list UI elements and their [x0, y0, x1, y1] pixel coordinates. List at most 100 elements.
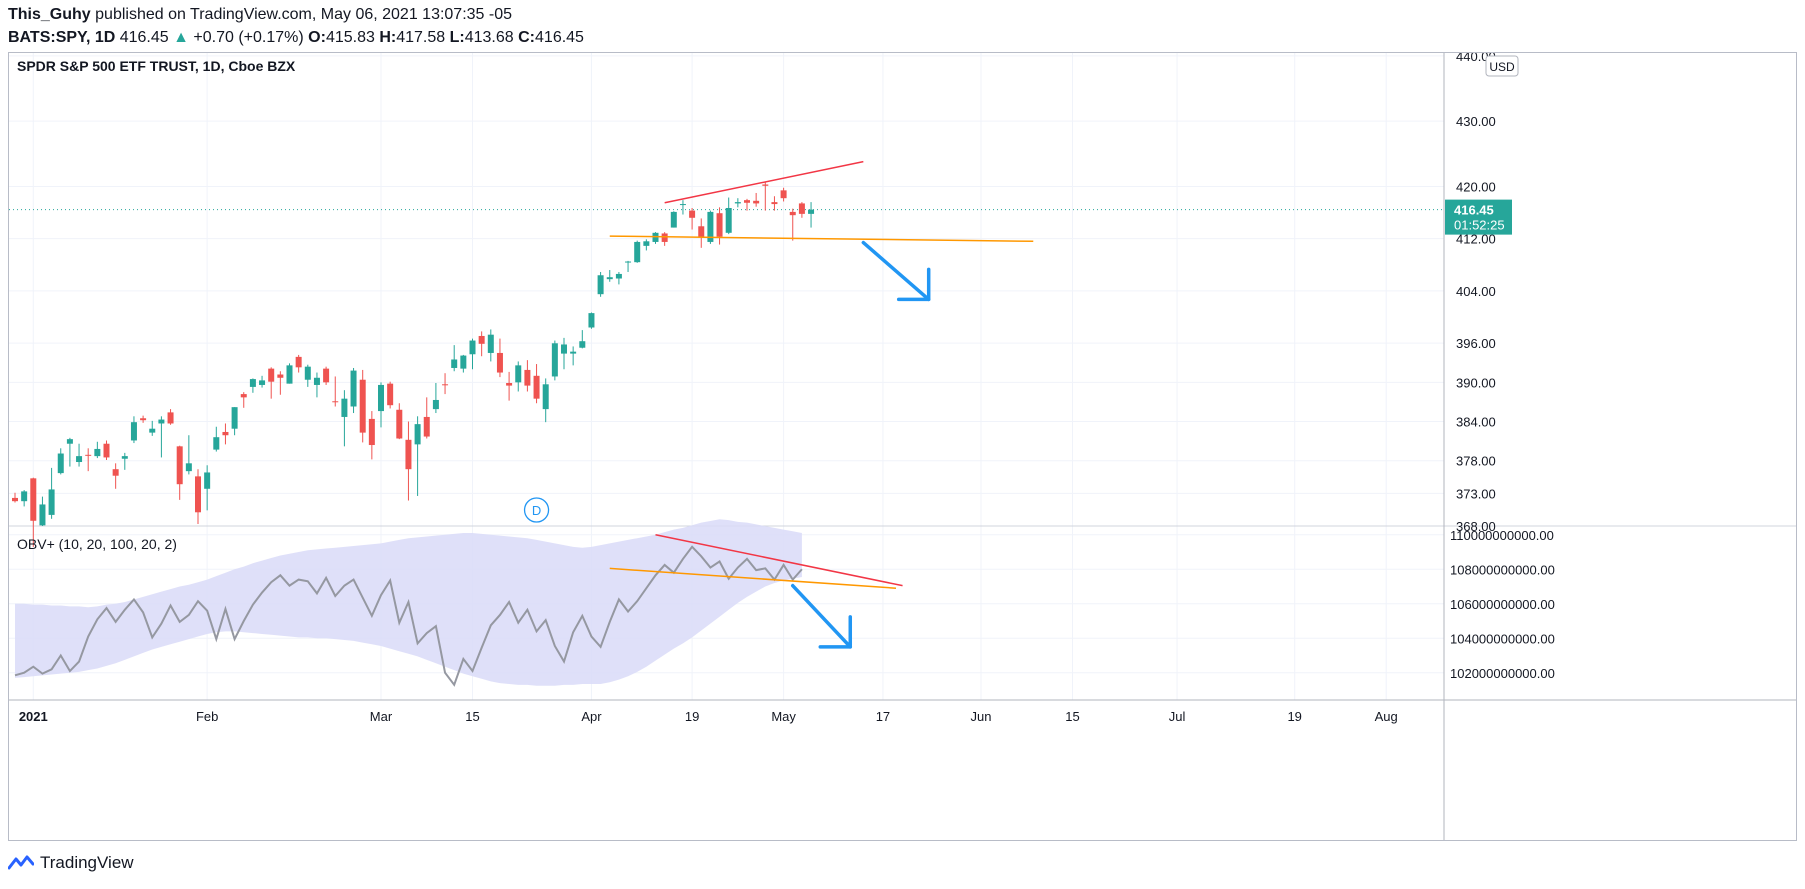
date-tick-label: Apr — [581, 709, 602, 724]
candle-body — [249, 379, 256, 387]
last-price-tag — [1445, 199, 1512, 235]
tradingview-logo-icon[interactable] — [8, 855, 34, 871]
candle-body — [588, 313, 595, 328]
candle-body — [625, 261, 632, 263]
main-series-title: SPDR S&P 500 ETF TRUST, 1D, Cboe BZX — [17, 58, 296, 74]
down-arrow — [861, 240, 931, 302]
candle-body — [506, 382, 513, 386]
candle-body — [542, 384, 549, 410]
candle-body — [39, 504, 46, 526]
low-value: 413.68 — [464, 29, 514, 46]
candle-body — [185, 463, 192, 472]
obv-title: OBV+ (10, 20, 100, 20, 2) — [17, 536, 177, 552]
last-price-tag-value: 416.45 — [1454, 203, 1494, 218]
date-tick-label: Aug — [1375, 709, 1398, 724]
candle-body — [579, 341, 586, 348]
candle-body — [469, 340, 476, 355]
candle-body — [158, 419, 165, 424]
candle-body — [85, 454, 92, 456]
candle-body — [561, 344, 567, 354]
candle-body — [405, 439, 412, 470]
date-tick-label: Feb — [196, 709, 218, 724]
published-text: published on TradingView.com, May 06, 20… — [95, 6, 513, 23]
candle-body — [643, 241, 650, 246]
candle-body — [359, 379, 366, 433]
date-tick-label: 19 — [1287, 709, 1301, 724]
chart-frame[interactable]: D SPDR S&P 500 ETF TRUST, 1D, Cboe BZX OBV… — [8, 52, 1797, 841]
candle-body — [313, 377, 320, 385]
candle-body — [396, 409, 403, 439]
candle-body — [551, 343, 558, 377]
date-tick-label: 15 — [1065, 709, 1079, 724]
candle-body — [423, 416, 430, 437]
price-tick-label: 404.00 — [1456, 284, 1496, 299]
candle-body — [121, 456, 128, 459]
obv-line — [14, 545, 803, 687]
candle-body — [606, 277, 613, 280]
candle-body — [240, 394, 247, 398]
obv-tick-label: 108000000000.00 — [1450, 562, 1555, 577]
candle-body — [231, 407, 238, 429]
symbol-label: BATS:SPY, 1D — [8, 29, 116, 46]
candle-body — [323, 368, 330, 383]
author-name[interactable]: This_Guhy — [8, 6, 91, 23]
footer: TradingView — [8, 853, 134, 873]
candle-body — [789, 211, 796, 216]
candle-body — [780, 190, 787, 199]
price-trendline — [664, 160, 864, 204]
candle-body — [771, 202, 778, 205]
currency-badge — [1485, 55, 1519, 77]
candle-body — [48, 489, 55, 515]
candle-body — [222, 431, 229, 436]
chart-canvas[interactable]: D SPDR S&P 500 ETF TRUST, 1D, Cboe BZX OBV… — [9, 53, 1796, 840]
publish-info: This_Guhy published on TradingView.com, … — [8, 6, 512, 24]
candle-body — [689, 210, 696, 218]
open-label: O: — [308, 29, 326, 46]
price-tick-label: 430.00 — [1456, 114, 1496, 129]
candle-body — [615, 273, 622, 279]
tradingview-brand[interactable]: TradingView — [40, 853, 134, 872]
candle-body — [661, 233, 668, 242]
candle-body — [332, 401, 339, 403]
high-label: H: — [379, 29, 397, 46]
price-tick-label: 368.00 — [1456, 519, 1496, 534]
candle-body — [286, 365, 293, 384]
candle-body — [679, 204, 686, 206]
candle-body — [798, 203, 805, 214]
price-tick-label: 440.00 — [1456, 53, 1496, 64]
candle-body — [533, 375, 540, 399]
candle-body — [140, 418, 147, 421]
candle-body — [707, 211, 714, 242]
candle-body — [103, 443, 110, 458]
candle-body — [94, 448, 101, 457]
change-value: +0.70 (+0.17%) — [193, 29, 304, 46]
candle-body — [21, 491, 28, 502]
candle-body — [368, 418, 375, 446]
candle-body — [515, 365, 522, 383]
candle-body — [378, 384, 384, 412]
candle-body — [304, 366, 311, 380]
date-tick-label: Mar — [370, 709, 393, 724]
candle-body — [295, 356, 302, 368]
candle-body — [176, 446, 183, 485]
candle-body — [167, 412, 174, 424]
candle-body — [387, 383, 394, 406]
candle-body — [66, 439, 73, 444]
date-tick-label: 17 — [876, 709, 890, 724]
candle-body — [744, 200, 750, 203]
candle-body — [496, 352, 503, 373]
candle-body — [341, 398, 348, 417]
price-tick-label: 373.00 — [1456, 486, 1496, 501]
candle-body — [808, 209, 815, 214]
price-tick-label: 384.00 — [1456, 415, 1496, 430]
price-trendline — [609, 235, 1034, 243]
candle-body — [716, 213, 723, 237]
candle-body — [76, 456, 83, 463]
obv-tick-label: 106000000000.00 — [1450, 597, 1555, 612]
candle-body — [350, 370, 357, 407]
price-tick-label: 420.00 — [1456, 179, 1496, 194]
candle-body — [414, 424, 421, 445]
candle-body — [259, 380, 266, 385]
candle-body — [130, 422, 137, 441]
candle-body — [725, 207, 732, 233]
